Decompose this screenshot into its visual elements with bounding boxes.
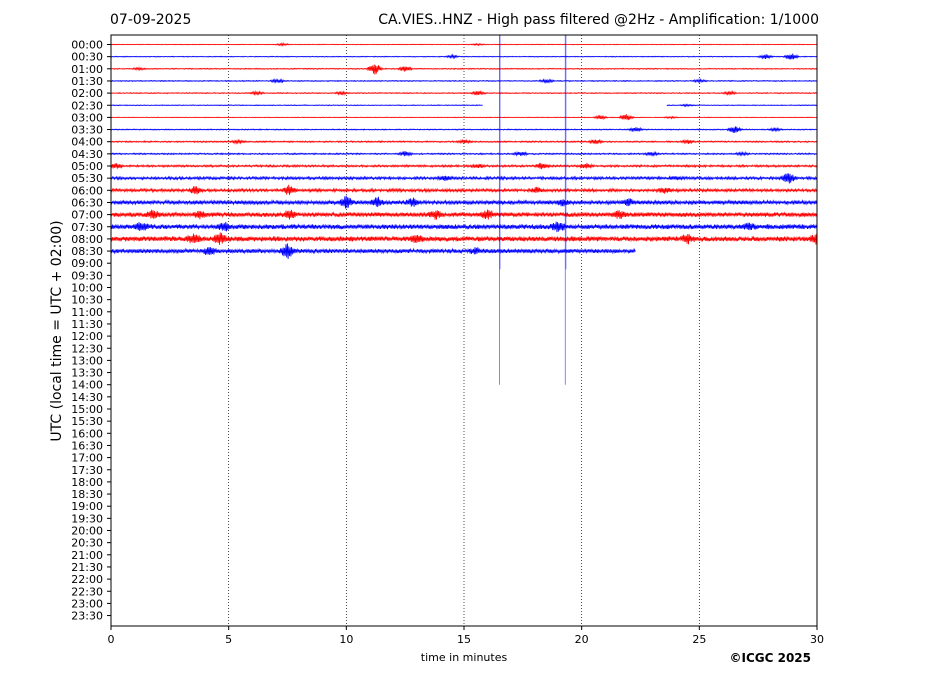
y-tick-label: 20:00 bbox=[71, 525, 103, 538]
trace-0500 bbox=[110, 162, 817, 170]
trace-0300 bbox=[110, 113, 817, 121]
y-tick-label: 12:00 bbox=[71, 330, 103, 343]
y-tick-label: 15:00 bbox=[71, 403, 103, 416]
trace-0600 bbox=[110, 184, 817, 195]
y-tick-label: 03:00 bbox=[71, 111, 103, 124]
y-tick-label: 10:30 bbox=[71, 294, 103, 307]
x-grid bbox=[228, 35, 700, 626]
y-tick-label: 21:00 bbox=[71, 549, 103, 562]
y-tick-label: 09:00 bbox=[71, 257, 103, 270]
trace-0730 bbox=[110, 221, 817, 233]
y-tick-label: 01:30 bbox=[71, 75, 103, 88]
x-tick-label: 10 bbox=[339, 633, 353, 646]
x-tick-label: 25 bbox=[692, 633, 706, 646]
y-tick-label: 15:30 bbox=[71, 415, 103, 428]
y-tick-label: 19:30 bbox=[71, 512, 103, 525]
y-tick-label: 22:30 bbox=[71, 585, 103, 598]
x-axis-label: time in minutes bbox=[420, 651, 508, 664]
y-tick-label: 10:00 bbox=[71, 282, 103, 295]
y-tick-label: 03:30 bbox=[71, 124, 103, 137]
x-tick-label: 30 bbox=[810, 633, 824, 646]
y-tick-label: 04:30 bbox=[71, 148, 103, 161]
y-tick-label: 09:30 bbox=[71, 269, 103, 282]
trace-0530 bbox=[110, 173, 817, 184]
trace-0000 bbox=[110, 41, 817, 47]
y-tick-label: 17:30 bbox=[71, 464, 103, 477]
y-tick-label: 12:30 bbox=[71, 342, 103, 355]
y-tick-label: 18:30 bbox=[71, 488, 103, 501]
y-tick-label: 13:30 bbox=[71, 367, 103, 380]
x-tick-label: 20 bbox=[575, 633, 589, 646]
y-tick-label: 06:00 bbox=[71, 184, 103, 197]
y-tick-label: 06:30 bbox=[71, 196, 103, 209]
trace-0430 bbox=[110, 150, 817, 157]
trace-0800 bbox=[110, 232, 817, 245]
y-tick-label: 01:00 bbox=[71, 63, 103, 76]
y-tick-label: 11:30 bbox=[71, 318, 103, 331]
trace-0130 bbox=[110, 77, 817, 84]
trace-0330 bbox=[110, 126, 817, 133]
trace-0700 bbox=[110, 209, 817, 220]
y-tick-label: 23:30 bbox=[71, 610, 103, 623]
spike-group bbox=[498, 35, 567, 385]
trace-0100 bbox=[110, 64, 817, 75]
y-tick-label: 14:30 bbox=[71, 391, 103, 404]
y-tick-label: 14:00 bbox=[71, 379, 103, 392]
y-tick-label: 00:30 bbox=[71, 51, 103, 64]
trace-0630 bbox=[110, 195, 817, 209]
y-tick-label: 05:00 bbox=[71, 160, 103, 173]
trace-group bbox=[110, 41, 817, 259]
trace-0030 bbox=[110, 53, 817, 60]
y-tick-label: 19:00 bbox=[71, 500, 103, 513]
y-tick-label: 11:00 bbox=[71, 306, 103, 319]
x-tick-label: 0 bbox=[108, 633, 115, 646]
y-tick-label: 17:00 bbox=[71, 452, 103, 465]
x-tick-label: 5 bbox=[225, 633, 232, 646]
x-tick-label: 15 bbox=[457, 633, 471, 646]
y-tick-label: 05:30 bbox=[71, 172, 103, 185]
copyright-text: ©ICGC 2025 bbox=[729, 651, 811, 665]
date-title: 07-09-2025 bbox=[110, 12, 192, 28]
trace-0200 bbox=[110, 90, 817, 96]
plot-frame bbox=[110, 34, 818, 627]
y-tick-label: 20:30 bbox=[71, 537, 103, 550]
trace-0830 bbox=[110, 243, 636, 259]
x-axis: 0 5 10 15 20 25 30 bbox=[108, 626, 824, 646]
trace-0400 bbox=[110, 138, 817, 145]
trace-0230 bbox=[110, 103, 817, 108]
y-tick-label: 00:00 bbox=[71, 39, 103, 52]
y-tick-label: 08:00 bbox=[71, 233, 103, 246]
y-tick-label: 04:00 bbox=[71, 136, 103, 149]
y-tick-label: 02:30 bbox=[71, 99, 103, 112]
y-tick-label: 07:30 bbox=[71, 221, 103, 234]
y-tick-label: 13:00 bbox=[71, 354, 103, 367]
y-tick-label: 21:30 bbox=[71, 561, 103, 574]
y-tick-label: 18:00 bbox=[71, 476, 103, 489]
y-tick-label: 07:00 bbox=[71, 209, 103, 222]
y-tick-label: 16:30 bbox=[71, 439, 103, 452]
y-tick-label: 16:00 bbox=[71, 427, 103, 440]
y-axis: 00:0000:3001:0001:3002:0002:3003:0003:30… bbox=[71, 39, 111, 623]
y-tick-label: 23:00 bbox=[71, 597, 103, 610]
chart-title: CA.VIES..HNZ - High pass filtered @2Hz -… bbox=[378, 12, 819, 28]
y-tick-label: 02:00 bbox=[71, 87, 103, 100]
y-tick-label: 08:30 bbox=[71, 245, 103, 258]
y-tick-label: 22:00 bbox=[71, 573, 103, 586]
